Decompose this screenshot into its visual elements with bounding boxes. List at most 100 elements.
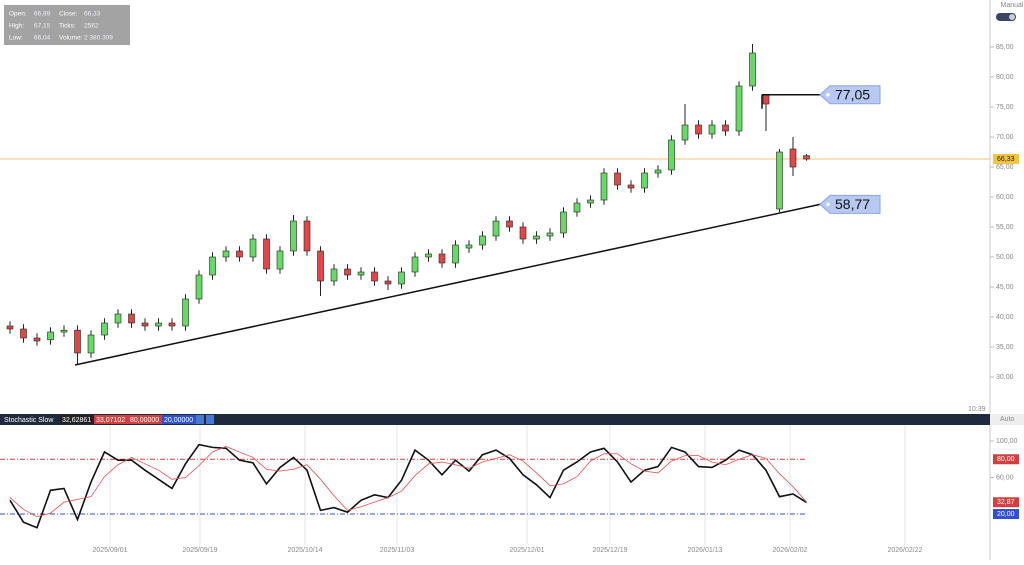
indicator-title: Stochastic Slow — [4, 417, 54, 424]
candle-body — [155, 322, 162, 327]
callout — [819, 85, 881, 105]
candle-body — [735, 85, 743, 132]
y-tick-label: 100,00 — [996, 438, 1018, 445]
candle-body — [87, 334, 95, 354]
candle-body — [546, 232, 554, 237]
indicator-close[interactable] — [206, 415, 214, 424]
candle-body — [141, 322, 149, 327]
time-label: 10:39 — [968, 406, 986, 413]
candle-body — [222, 250, 230, 258]
callout-dot — [826, 202, 830, 207]
candle-body — [776, 151, 783, 210]
candle-body — [101, 322, 108, 336]
y-tick-label: 50,00 — [996, 254, 1014, 261]
candle-body — [708, 124, 716, 135]
candle-body — [209, 256, 216, 276]
candle-body — [371, 271, 378, 282]
y-tick-label: 35,00 — [996, 344, 1014, 351]
candle-body — [384, 280, 392, 285]
level-box — [993, 454, 1019, 465]
candle-body — [681, 124, 689, 141]
level-label: 20,00 — [997, 511, 1015, 518]
candle-body — [398, 271, 405, 285]
indicator-header — [0, 414, 990, 425]
candle-body — [452, 244, 459, 264]
candle-body — [357, 271, 365, 276]
indicator-settings[interactable] — [196, 415, 204, 424]
info-label: Low: — [9, 35, 23, 42]
callout-dot — [826, 92, 830, 97]
y-tick-label: 85,00 — [996, 44, 1014, 51]
candle-body — [614, 172, 621, 186]
last-box — [993, 497, 1019, 508]
y-tick-label: 45,00 — [996, 284, 1014, 291]
y-tick-label: 55,00 — [996, 224, 1014, 231]
candle-body — [479, 235, 486, 246]
candle-body — [519, 226, 527, 240]
info-value: 2562 — [84, 23, 99, 30]
callout-label: 77,05 — [835, 86, 870, 102]
x-tick-label: 2026/02/02 — [772, 547, 807, 554]
candle-body — [128, 313, 135, 324]
info-value: 66,33 — [84, 11, 101, 18]
candle-body — [168, 322, 176, 327]
auto-label: Auto — [1000, 416, 1015, 423]
candle-body — [303, 220, 311, 252]
candle-body — [803, 155, 810, 160]
x-tick-label: 2025/11/03 — [380, 547, 415, 554]
candle-body — [573, 202, 581, 213]
callout — [819, 194, 881, 214]
candle-body — [560, 211, 567, 234]
stoch-line — [9, 446, 807, 518]
info-label: Volume: — [59, 35, 83, 42]
callout-label: 58,77 — [835, 196, 870, 212]
toggle-knob — [1009, 14, 1015, 20]
candle-body — [290, 220, 297, 252]
info-label: Open: — [9, 11, 27, 18]
readout-box — [162, 415, 196, 424]
candle-body — [263, 238, 270, 270]
x-tick-label: 2025/12/19 — [592, 547, 627, 554]
candle-body — [60, 329, 68, 333]
x-tick-label: 2025/12/01 — [509, 547, 544, 554]
candle-body — [722, 124, 729, 132]
candle-body — [276, 250, 284, 270]
candle-body — [533, 235, 540, 240]
candle-body — [182, 298, 189, 327]
readout: 32,62861 — [62, 417, 91, 424]
candle-body — [317, 250, 324, 282]
last-price-box — [993, 154, 1019, 165]
candle-body — [438, 253, 446, 264]
candle-body — [789, 148, 797, 168]
indicator-axis-header — [990, 414, 1024, 425]
candle-body — [668, 139, 675, 171]
y-tick-label: 30,00 — [996, 374, 1014, 381]
candle-body — [749, 52, 756, 87]
y-tick-label: 40,00 — [996, 314, 1014, 321]
y-tick-label: 65,00 — [996, 164, 1014, 171]
readout: 80,00000 — [130, 417, 159, 424]
last-price-label: 66,33 — [997, 156, 1015, 163]
candle-body — [344, 268, 351, 276]
y-tick-label: 60,00 — [996, 194, 1014, 201]
x-tick-label: 2025/09/01 — [92, 547, 127, 554]
info-label: Close: — [59, 11, 78, 18]
readout-box — [94, 415, 128, 424]
candle-body — [249, 238, 257, 258]
candle-body — [425, 253, 432, 258]
y-tick-label: 60,00 — [996, 474, 1014, 481]
info-value: 2 380 309 — [84, 35, 113, 42]
candle-body — [641, 172, 648, 189]
stoch-line — [9, 443, 807, 529]
y-tick-label: 80,00 — [996, 74, 1014, 81]
last-label: 32,87 — [997, 499, 1015, 506]
info-value: 66,89 — [34, 11, 51, 18]
candle-body — [74, 329, 81, 354]
readout-box — [60, 415, 94, 424]
candle-body — [465, 244, 473, 249]
candle-body — [411, 256, 419, 273]
candle-body — [762, 94, 770, 105]
candle-body — [330, 268, 338, 282]
level-label: 80,00 — [997, 456, 1015, 463]
